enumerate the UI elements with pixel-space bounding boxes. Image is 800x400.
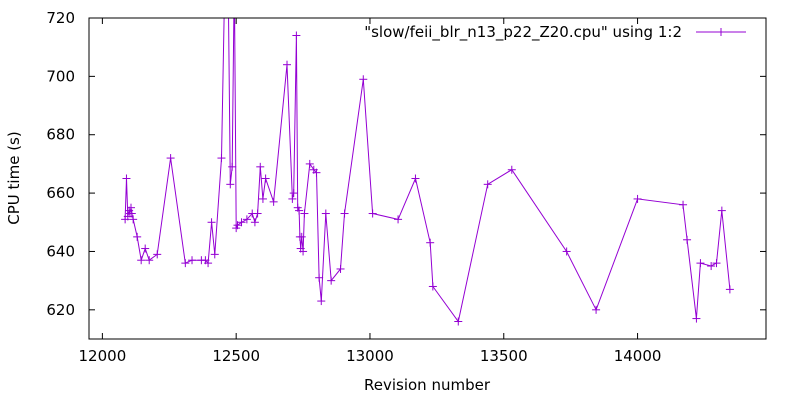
plot-frame xyxy=(88,17,767,340)
legend: "slow/feii_blr_n13_p22_Z20.cpu" using 1:… xyxy=(364,23,746,42)
data-point xyxy=(217,154,226,163)
x-axis-ticks: 12000 12500 13000 13500 14000 xyxy=(79,18,662,365)
data-point xyxy=(210,250,219,259)
y-tick-label: 660 xyxy=(46,184,75,202)
data-point xyxy=(327,276,336,285)
data-point xyxy=(428,282,437,291)
data-point xyxy=(127,203,136,212)
legend-marker xyxy=(717,28,725,36)
data-point xyxy=(707,262,716,271)
x-tick-label: 12500 xyxy=(212,347,260,365)
data-point xyxy=(292,31,301,40)
data-point xyxy=(315,273,324,282)
y-axis-label: CPU time (s) xyxy=(5,131,23,224)
x-tick-label: 13500 xyxy=(480,347,528,365)
data-point xyxy=(340,209,349,218)
data-point xyxy=(253,209,262,218)
data-point xyxy=(145,256,154,265)
data-point xyxy=(562,247,571,256)
data-point xyxy=(122,174,131,183)
data-point xyxy=(592,305,601,314)
data-point xyxy=(305,159,314,168)
data-point xyxy=(283,60,292,69)
data-point xyxy=(712,259,721,268)
x-tick-label: 12000 xyxy=(79,347,127,365)
data-point xyxy=(141,244,150,253)
data-point xyxy=(312,168,321,177)
data-point xyxy=(269,197,278,206)
data-point xyxy=(317,297,326,306)
y-axis-ticks: 620 640 660 680 700 720 xyxy=(46,9,766,319)
data-point xyxy=(297,232,306,241)
data-point xyxy=(258,194,267,203)
data-point xyxy=(153,250,162,259)
x-tick-label: 13000 xyxy=(346,347,394,365)
y-tick-label: 620 xyxy=(46,301,75,319)
data-point xyxy=(300,209,309,218)
data-point xyxy=(692,314,701,323)
data-point xyxy=(336,264,345,273)
data-point xyxy=(166,154,175,163)
data-point xyxy=(483,180,492,189)
data-point xyxy=(725,285,734,294)
data-point xyxy=(368,209,377,218)
series-markers xyxy=(121,31,734,326)
data-point xyxy=(133,232,142,241)
data-point xyxy=(321,209,330,218)
data-point xyxy=(204,259,213,268)
data-point xyxy=(717,206,726,215)
data-point xyxy=(299,247,308,256)
data-point xyxy=(256,162,265,171)
data-point xyxy=(289,189,298,198)
data-point xyxy=(295,206,304,215)
data-point xyxy=(237,218,246,227)
data-point xyxy=(633,194,642,203)
data-point xyxy=(683,235,692,244)
data-point xyxy=(188,256,197,265)
data-point xyxy=(261,174,270,183)
series-line xyxy=(124,18,731,323)
data-point xyxy=(696,259,705,268)
data-point xyxy=(288,194,297,203)
y-tick-label: 640 xyxy=(46,242,75,260)
legend-label: "slow/feii_blr_n13_p22_Z20.cpu" using 1:… xyxy=(364,23,682,42)
data-point xyxy=(137,256,146,265)
data-point xyxy=(454,317,463,326)
data-point xyxy=(233,221,242,230)
data-point xyxy=(507,165,516,174)
data-point xyxy=(411,174,420,183)
data-point xyxy=(426,238,435,247)
x-tick-label: 14000 xyxy=(614,347,662,365)
data-point xyxy=(181,259,190,268)
y-tick-label: 700 xyxy=(46,67,75,85)
data-point xyxy=(242,215,251,224)
data-point xyxy=(250,218,259,227)
data-point xyxy=(228,162,237,171)
y-tick-label: 680 xyxy=(46,126,75,144)
data-point xyxy=(679,200,688,209)
data-point xyxy=(127,209,136,218)
data-point xyxy=(129,215,138,224)
data-point xyxy=(207,218,216,227)
data-point xyxy=(394,215,403,224)
x-axis-label: Revision number xyxy=(364,376,491,394)
data-point xyxy=(226,180,235,189)
data-point xyxy=(359,75,368,84)
y-tick-label: 720 xyxy=(46,9,75,27)
